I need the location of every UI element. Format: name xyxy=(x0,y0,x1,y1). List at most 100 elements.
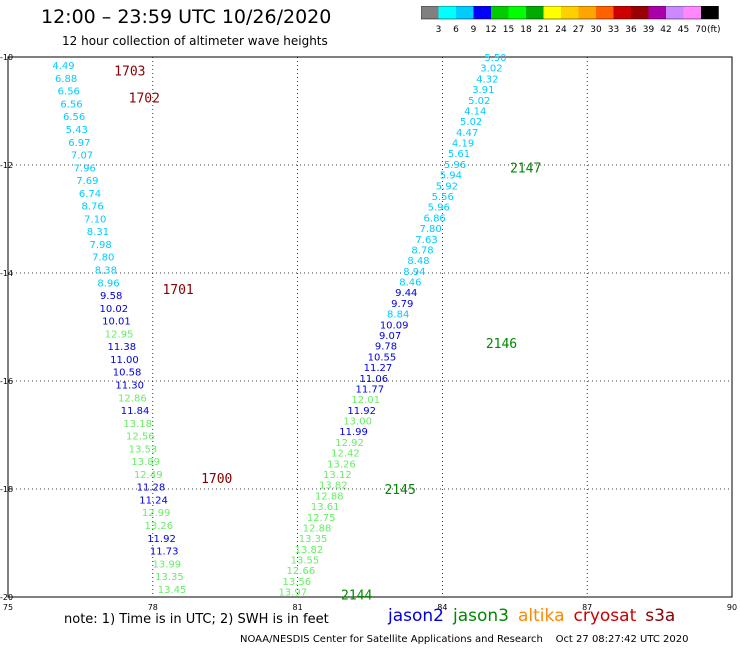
swh-value: 13.12 xyxy=(323,470,352,481)
swh-value: 13.45 xyxy=(158,585,187,596)
plot-frame xyxy=(7,56,733,598)
swh-value: 5.56 xyxy=(432,192,454,203)
swh-value: 10.01 xyxy=(102,317,131,328)
swh-value: 6.74 xyxy=(79,189,101,200)
swh-value: 13.26 xyxy=(327,459,356,470)
swh-value: 12.88 xyxy=(315,491,344,502)
x-tick-label: 90 xyxy=(727,603,737,612)
swh-value: 4.19 xyxy=(452,139,474,150)
swh-value: 12.86 xyxy=(118,393,147,404)
swh-value: 11.84 xyxy=(121,406,150,417)
x-tick-label: 87 xyxy=(582,603,592,612)
swh-value: 13.56 xyxy=(283,577,312,588)
swh-value: 12.95 xyxy=(105,329,134,340)
legend-swatch xyxy=(613,6,631,19)
legend-label: 70 xyxy=(695,25,707,35)
swh-value: 5.92 xyxy=(436,181,458,192)
satellite-name: cryosat xyxy=(573,606,637,626)
swh-value: 6.56 xyxy=(63,112,85,123)
legend-label: 27 xyxy=(573,25,584,35)
swh-value: 10.09 xyxy=(380,320,409,331)
y-tick-label: -10 xyxy=(0,53,13,62)
swh-value: 3.91 xyxy=(472,85,494,96)
x-tick-label: 81 xyxy=(293,603,303,612)
swh-value: 5.96 xyxy=(444,160,466,171)
swh-value: 9.58 xyxy=(100,291,122,302)
y-tick-label: -14 xyxy=(0,269,13,278)
swh-value: 6.86 xyxy=(424,213,446,224)
legend-swatch xyxy=(526,6,544,19)
swh-value: 11.27 xyxy=(364,363,393,374)
swh-value: 11.77 xyxy=(355,384,384,395)
swh-value: 8.31 xyxy=(87,227,109,238)
satellite-name: jason2 xyxy=(388,606,444,626)
x-tick-label: 78 xyxy=(148,603,158,612)
swh-value: 4.14 xyxy=(464,106,486,117)
swh-value: 12.92 xyxy=(335,438,364,449)
swh-value: 7.69 xyxy=(76,176,98,187)
swh-value: 7.63 xyxy=(415,235,437,246)
swh-value: 8.94 xyxy=(403,267,425,278)
time-label: 1701 xyxy=(162,283,193,298)
swh-value: 5.43 xyxy=(66,125,88,136)
legend-label: 33 xyxy=(608,25,619,35)
legend-swatch xyxy=(578,6,596,19)
page-subtitle: 12 hour collection of altimeter wave hei… xyxy=(62,34,328,48)
units-note: note: 1) Time is in UTC; 2) SWH is in fe… xyxy=(64,612,329,627)
legend-swatch xyxy=(421,6,439,19)
swh-value: 11.99 xyxy=(339,427,368,438)
satellite-name: jason3 xyxy=(453,606,509,626)
swh-value: 6.56 xyxy=(60,99,82,110)
swh-value: 13.35 xyxy=(155,572,184,583)
time-label: 1702 xyxy=(129,92,160,107)
color-scale-legend: 3 6 9 12 15 18 21 24 27 30 33 36 39 42 45 70 (ft) xyxy=(421,6,721,35)
swh-value: 12.88 xyxy=(303,523,332,534)
swh-value: 11.00 xyxy=(110,355,139,366)
swh-value: 13.82 xyxy=(319,481,348,492)
swh-value: 11.30 xyxy=(115,380,144,391)
swh-value: 7.96 xyxy=(74,163,96,174)
y-tick-label: -12 xyxy=(0,161,13,170)
legend-label: 39 xyxy=(643,25,655,35)
y-tick-label: -16 xyxy=(0,377,13,386)
swh-value: 6.88 xyxy=(55,74,77,85)
swh-value: 13.99 xyxy=(152,559,181,570)
swh-value: 9.78 xyxy=(375,342,397,353)
legend-label: 9 xyxy=(471,25,477,35)
swh-value: 12.75 xyxy=(307,513,336,524)
legend-label: 6 xyxy=(453,25,459,35)
swh-value: 11.92 xyxy=(147,534,176,545)
time-label: 2147 xyxy=(510,162,541,177)
swh-value: 7.98 xyxy=(89,240,111,251)
time-label: 2145 xyxy=(384,483,415,498)
time-label: 2144 xyxy=(341,588,372,603)
swh-value: 12.42 xyxy=(331,449,360,460)
time-label: 2146 xyxy=(486,337,517,352)
swh-value: 9.07 xyxy=(379,331,401,342)
page-title: 12:00 – 23:59 UTC 10/26/2020 xyxy=(41,6,332,28)
swh-value: 9.44 xyxy=(395,288,417,299)
swh-value: 5.61 xyxy=(448,149,470,160)
swh-value: 13.82 xyxy=(295,545,324,556)
swh-value: 5.02 xyxy=(460,117,482,128)
legend-swatch xyxy=(666,6,684,19)
swh-value: 8.78 xyxy=(411,245,433,256)
swh-value: 9.79 xyxy=(391,299,413,310)
legend-label: 24 xyxy=(555,25,567,35)
swh-value: 5.50 xyxy=(484,53,506,64)
time-label: 1700 xyxy=(201,472,232,487)
legend-label: 18 xyxy=(520,25,532,35)
swh-value: 13.35 xyxy=(299,534,328,545)
swh-value: 11.06 xyxy=(360,374,389,385)
legend-swatch xyxy=(473,6,491,19)
legend-label: 3 xyxy=(436,25,442,35)
swh-value: 6.56 xyxy=(58,87,80,98)
legend-swatch xyxy=(648,6,666,19)
swh-value: 8.76 xyxy=(82,202,104,213)
x-tick-label: 75 xyxy=(3,603,13,612)
satellite-name: altika xyxy=(518,606,565,626)
swh-value: 12.49 xyxy=(134,470,163,481)
swh-value: 7.80 xyxy=(92,253,114,264)
swh-value: 11.24 xyxy=(139,495,168,506)
